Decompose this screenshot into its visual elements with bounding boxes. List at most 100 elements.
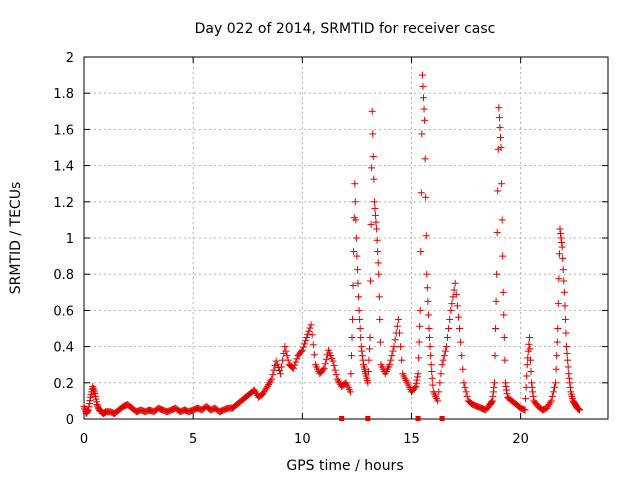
data-point <box>422 232 430 240</box>
data-point <box>426 334 434 342</box>
data-point <box>440 352 448 360</box>
data-point <box>576 406 584 414</box>
data-point <box>463 392 471 400</box>
data-point <box>331 366 339 374</box>
data-point <box>562 329 570 337</box>
data-point <box>528 383 536 391</box>
data-point <box>565 370 573 378</box>
axis-ticks: 00.20.40.60.811.21.41.61.820 5 10 15 20 <box>53 51 608 447</box>
data-point <box>83 408 91 416</box>
data-point <box>376 315 384 323</box>
data-point <box>412 382 420 390</box>
data-point <box>90 388 98 396</box>
data-point <box>298 346 306 354</box>
data-point <box>370 175 378 183</box>
chart-title: Day 022 of 2014, SRMTID for receiver cas… <box>195 21 496 37</box>
data-point <box>459 365 467 373</box>
data-point <box>560 277 568 285</box>
data-point <box>426 343 434 351</box>
data-point <box>374 248 382 256</box>
data-point <box>565 374 573 382</box>
data-point <box>414 370 422 378</box>
data-point <box>529 388 537 396</box>
data-point <box>502 386 510 394</box>
data-point <box>364 367 372 375</box>
data-point <box>491 352 499 360</box>
data-point <box>369 153 377 161</box>
y-tick-label: 1.2 <box>53 196 74 211</box>
data-point <box>398 356 406 364</box>
data-point <box>521 406 529 414</box>
data-point <box>555 275 563 283</box>
data-point <box>462 388 470 396</box>
data-point <box>293 355 301 363</box>
data-point <box>439 356 447 364</box>
data-point <box>282 347 290 355</box>
data-point <box>421 155 429 163</box>
data-point <box>501 356 509 364</box>
data-point <box>374 259 382 267</box>
data-point <box>523 361 531 369</box>
data-point <box>329 357 337 365</box>
data-point <box>291 361 299 369</box>
data-point <box>353 266 361 274</box>
y-tick-label: 1.4 <box>53 160 74 175</box>
data-point <box>356 325 364 332</box>
data-point <box>319 366 327 374</box>
data-point <box>494 187 502 195</box>
data-point <box>357 334 365 342</box>
data-point <box>306 324 314 332</box>
data-point <box>500 334 508 342</box>
data-point <box>358 347 366 355</box>
data-point <box>529 392 537 400</box>
data-point <box>563 343 571 351</box>
data-point <box>418 130 426 138</box>
data-point <box>251 388 259 396</box>
data-point <box>559 266 567 274</box>
data-point <box>85 400 93 408</box>
data-point <box>346 388 354 396</box>
data-point <box>523 372 531 380</box>
data-point <box>355 306 363 314</box>
data-point <box>492 297 500 305</box>
data-point <box>551 383 559 391</box>
data-point <box>493 229 501 237</box>
data-point <box>358 352 366 360</box>
data-point <box>292 358 300 366</box>
data-point <box>415 338 423 346</box>
data-point <box>305 327 313 335</box>
data-point <box>250 386 258 394</box>
data-point <box>498 216 506 224</box>
data-point <box>441 347 449 355</box>
data-point <box>267 377 275 385</box>
data-point <box>552 379 560 387</box>
data-point <box>411 384 419 392</box>
data-point <box>421 116 429 124</box>
data-point <box>262 384 270 392</box>
data-point <box>415 354 423 362</box>
data-point <box>423 270 431 278</box>
data-point <box>393 322 401 330</box>
data-point <box>412 379 420 387</box>
data-point <box>357 343 365 351</box>
data-point <box>454 313 462 321</box>
data-point <box>502 382 510 390</box>
grid-lines <box>84 57 608 419</box>
data-point <box>320 364 328 372</box>
data-point <box>89 384 97 392</box>
data-point <box>89 382 97 390</box>
data-point <box>564 356 572 364</box>
y-tick-label: 0 <box>66 413 74 428</box>
data-point <box>322 355 330 363</box>
data-point <box>424 311 432 319</box>
data-point <box>457 338 465 346</box>
data-point <box>386 361 394 369</box>
data-point <box>526 345 534 353</box>
data-point <box>561 315 569 323</box>
data-point <box>429 381 437 389</box>
data-point <box>85 403 93 411</box>
data-point <box>275 367 283 375</box>
data-point <box>413 376 421 384</box>
data-point <box>500 311 508 319</box>
data-point <box>527 367 535 375</box>
